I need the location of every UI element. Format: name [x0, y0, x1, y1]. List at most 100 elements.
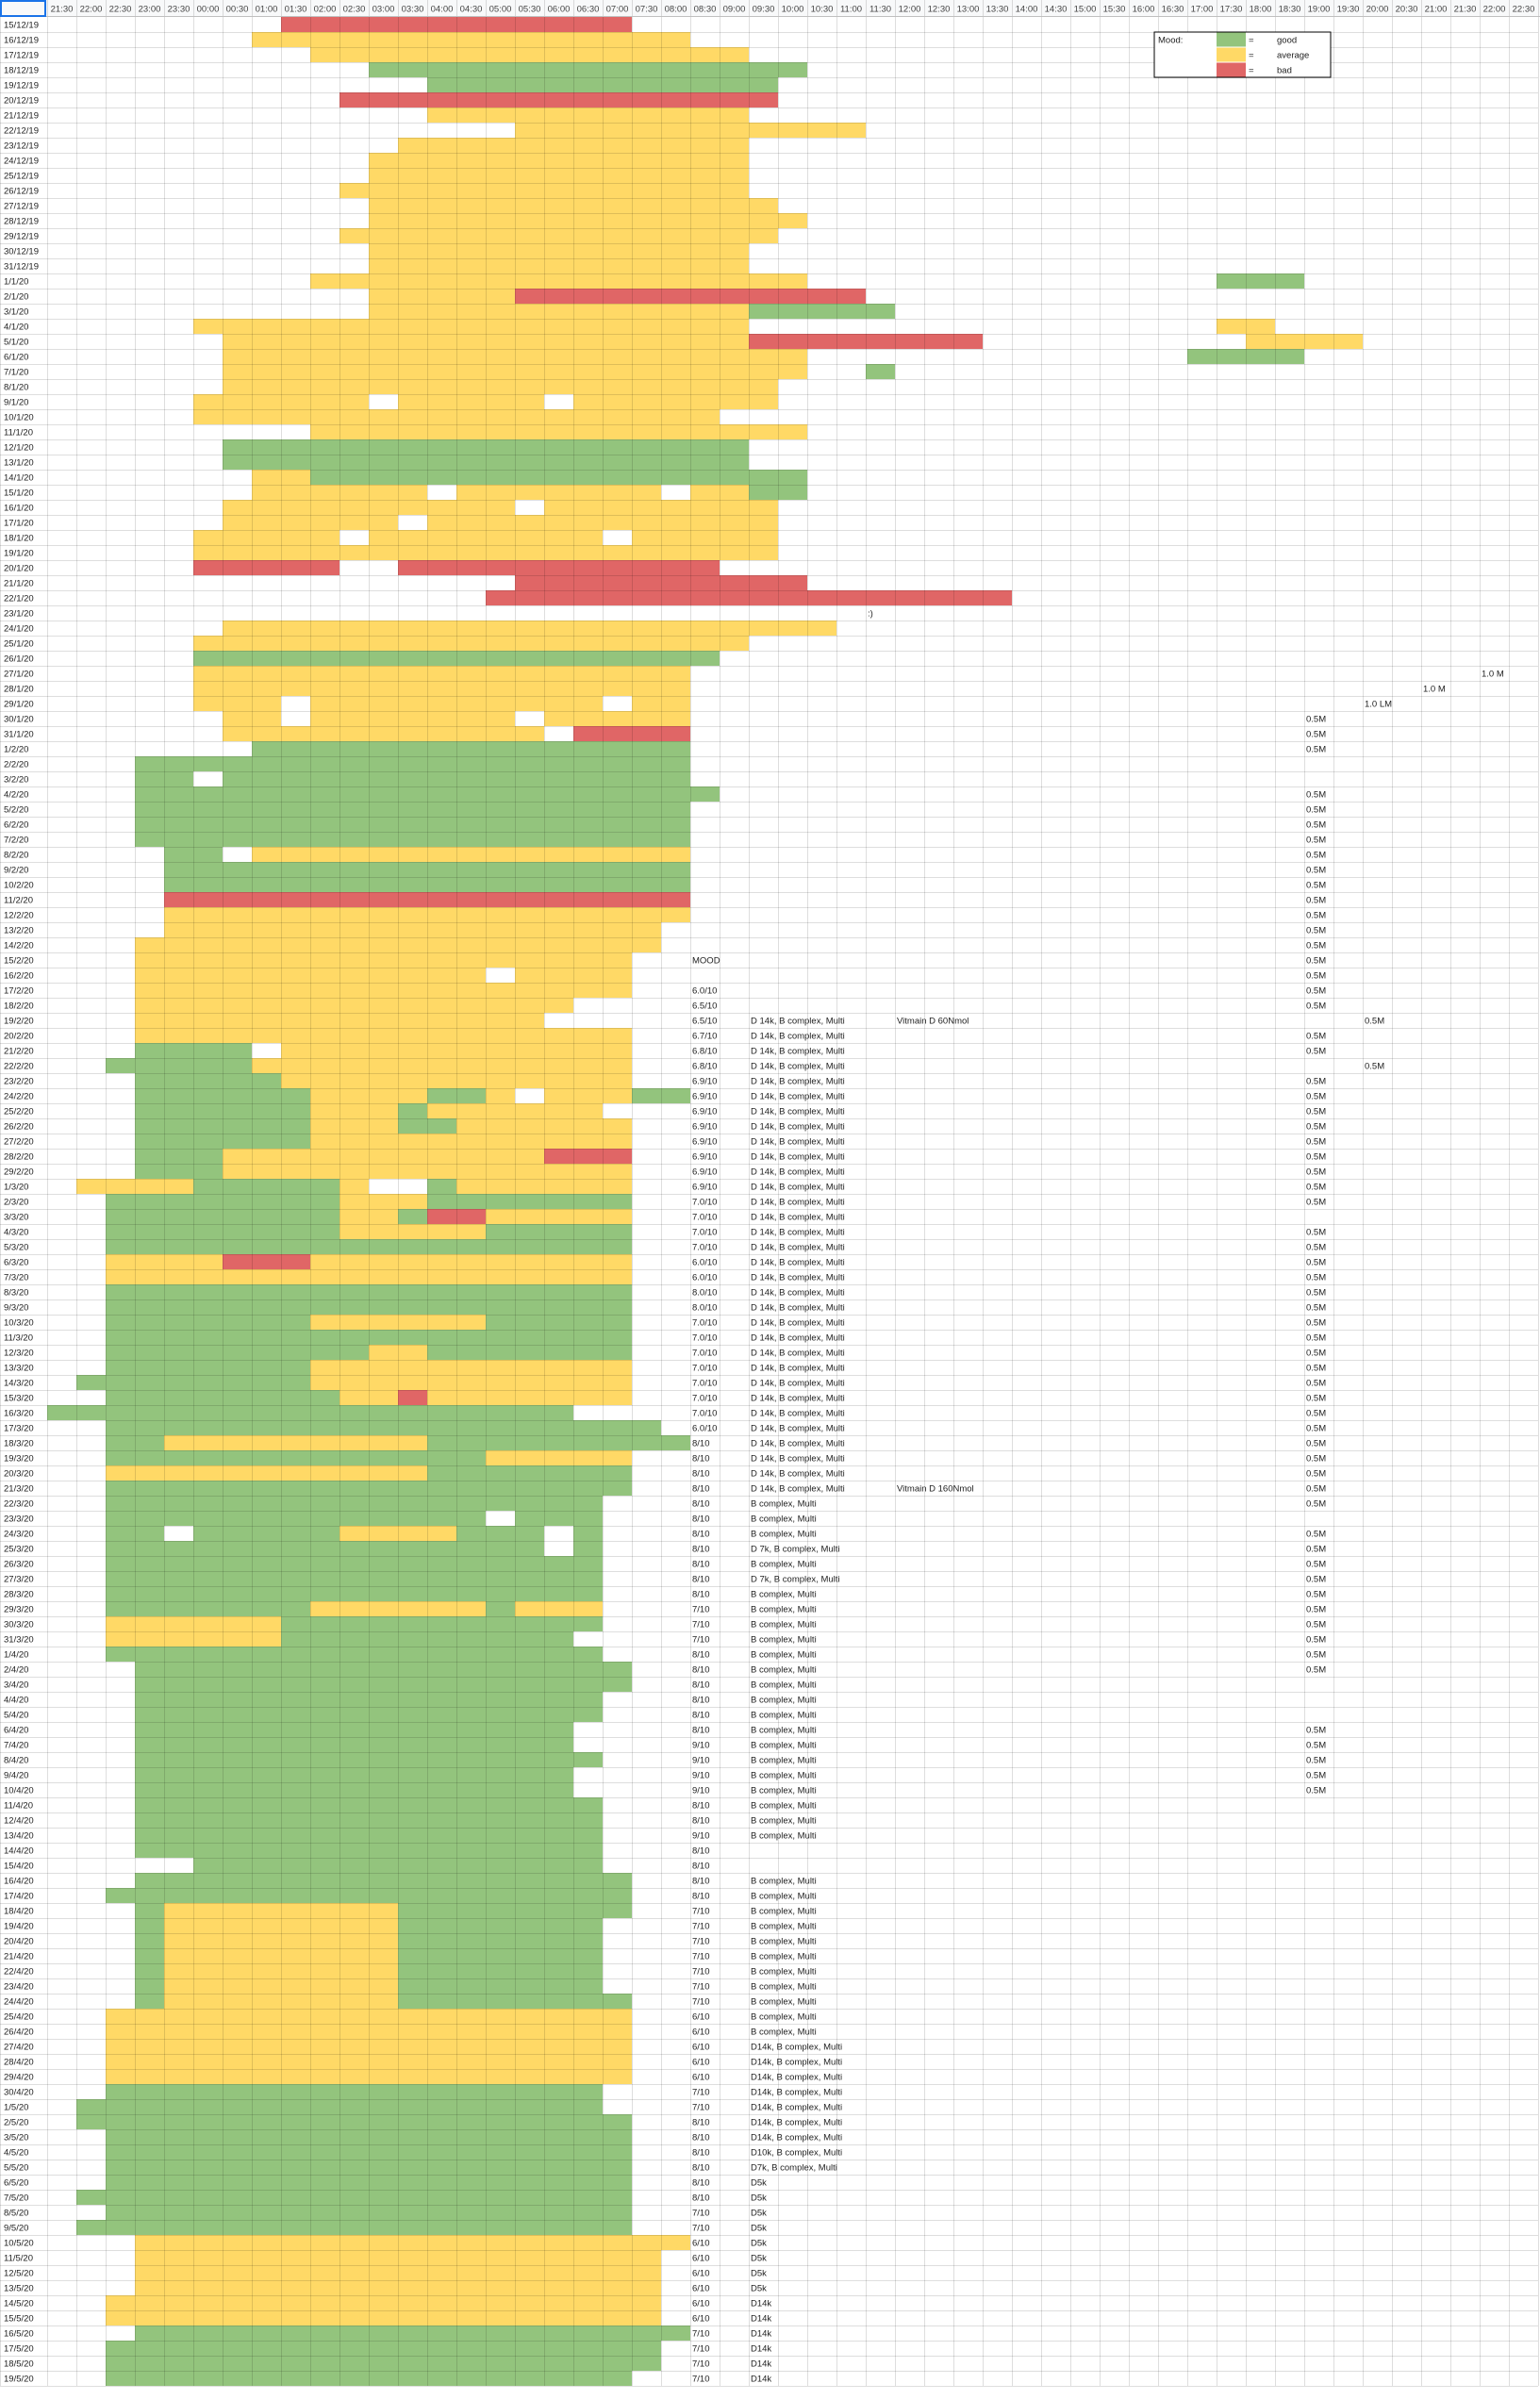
sleep-cell — [427, 108, 749, 123]
row-date: 24/3/20 — [4, 1530, 34, 1540]
sleep-cell — [427, 1390, 632, 1405]
row-date: 2/4/20 — [4, 1665, 28, 1676]
row-date: 23/1/20 — [4, 609, 34, 620]
mood-score: 7/10 — [692, 1922, 710, 1932]
mood-score: 7/10 — [692, 1952, 710, 1962]
sleep-cell — [369, 1345, 427, 1360]
sleep-cell — [281, 1043, 632, 1058]
note: 0.5M — [1306, 745, 1326, 755]
row-date: 12/2/20 — [4, 911, 34, 921]
mood-score: 6.0/10 — [692, 1273, 717, 1283]
sleep-cell — [223, 515, 398, 530]
sleep-cell — [135, 968, 486, 983]
column-header: 07:30 — [636, 5, 658, 15]
row-date: 19/3/20 — [4, 1454, 34, 1465]
supplements: D 14k, B complex, Multi — [751, 1333, 845, 1344]
row-date: 20/12/19 — [4, 96, 39, 107]
row-date: 4/1/20 — [4, 323, 28, 333]
mood-score: 6.8/10 — [692, 1047, 717, 1057]
note: 0.5M — [1306, 1273, 1326, 1283]
selected-cell[interactable] — [0, 0, 46, 17]
supplements: D14k, B complex, Multi — [751, 2043, 842, 2053]
row-date: 21/12/19 — [4, 111, 39, 122]
mood-score: 6.9/10 — [692, 1107, 717, 1117]
mood-score: 6/10 — [692, 2043, 710, 2053]
sleep-cell — [106, 2054, 632, 2069]
row-date: 29/1/20 — [4, 700, 34, 710]
supplements: B complex, Multi — [751, 2012, 817, 2023]
row-date: 8/2/20 — [4, 851, 28, 861]
sleep-cell — [193, 696, 281, 711]
sleep-cell — [135, 998, 573, 1013]
column-header: 00:30 — [226, 5, 249, 15]
sleep-cell — [749, 304, 895, 319]
sleep-cell — [252, 1058, 632, 1073]
row-date: 20/2/20 — [4, 1032, 34, 1042]
supplements: B complex, Multi — [751, 1635, 817, 1646]
row-date: 13/1/20 — [4, 458, 34, 469]
column-header: 02:30 — [343, 5, 366, 15]
supplements: B complex, Multi — [751, 1771, 817, 1781]
row-date: 22/12/19 — [4, 126, 39, 137]
note: 0.5M — [1306, 971, 1326, 982]
row-date: 11/3/20 — [4, 1333, 33, 1344]
supplements: D 14k, B complex, Multi — [751, 1439, 845, 1449]
row-date: 23/3/20 — [4, 1514, 34, 1525]
row-date: 13/2/20 — [4, 926, 34, 936]
sleep-cell — [544, 1088, 632, 1103]
column-header: 16:00 — [1133, 5, 1155, 15]
mood-score: 7.0/10 — [692, 1394, 717, 1404]
sleep-cell — [369, 304, 749, 319]
row-date: 1/1/20 — [4, 277, 28, 288]
note: 0.5M — [1306, 1741, 1326, 1751]
mood-score: 8.0/10 — [692, 1288, 717, 1299]
supplements: D 14k, B complex, Multi — [751, 1167, 845, 1178]
supplements: D14k, B complex, Multi — [751, 2118, 842, 2128]
row-date: 3/3/20 — [4, 1213, 28, 1223]
sleep-cell — [106, 1194, 339, 1209]
sleep-cell — [106, 1616, 281, 1631]
supplements: D 14k, B complex, Multi — [751, 1484, 845, 1495]
sleep-cell — [749, 334, 983, 349]
sleep-cell — [398, 1994, 632, 2009]
note: 0.5M — [1306, 1545, 1326, 1555]
row-date: 2/2/20 — [4, 760, 28, 770]
column-header: 06:30 — [577, 5, 600, 15]
row-date: 16/3/20 — [4, 1409, 34, 1419]
sleep-cell — [106, 1420, 661, 1435]
mood-score: 8/10 — [692, 1711, 710, 1721]
sleep-cell — [281, 1073, 632, 1088]
row-date: 27/1/20 — [4, 670, 34, 680]
mood-score: 8/10 — [692, 1877, 710, 1887]
sleep-cell — [252, 847, 690, 862]
supplements: D14k — [751, 2375, 771, 2385]
sleep-cell — [310, 1118, 398, 1134]
mood-score: 6.0/10 — [692, 1424, 717, 1434]
sleep-cell — [106, 2341, 661, 2356]
note: 0.5M — [1306, 1303, 1326, 1314]
mood-score: 6.9/10 — [692, 1077, 717, 1087]
mood-score: 9/10 — [692, 1831, 710, 1842]
note: 0.5M — [1306, 926, 1326, 936]
sleep-cell — [398, 1963, 603, 1978]
note: 0.5M — [1306, 1152, 1326, 1163]
supplements: D14k, B complex, Multi — [751, 2133, 842, 2143]
sleep-cell — [427, 1465, 632, 1481]
mood-score: 6.9/10 — [692, 1122, 717, 1133]
row-date: 23/12/19 — [4, 141, 39, 152]
sleep-cell — [193, 319, 749, 334]
sleep-cell — [135, 1707, 603, 1722]
supplements: D 14k, B complex, Multi — [751, 1394, 845, 1404]
row-date: 5/5/20 — [4, 2163, 28, 2174]
mood-score: 9/10 — [692, 1771, 710, 1781]
row-date: 22/1/20 — [4, 594, 34, 604]
sleep-cell — [106, 1556, 603, 1571]
note: 0.5M — [1306, 1349, 1326, 1359]
column-header: 22:30 — [1513, 5, 1535, 15]
supplements: B complex, Multi — [751, 1696, 817, 1706]
supplements: D 14k, B complex, Multi — [751, 1198, 845, 1208]
sleep-cell — [135, 756, 690, 771]
column-header: 05:00 — [489, 5, 512, 15]
row-date: 31/3/20 — [4, 1635, 34, 1646]
mood-score: 7/10 — [692, 1997, 710, 2008]
